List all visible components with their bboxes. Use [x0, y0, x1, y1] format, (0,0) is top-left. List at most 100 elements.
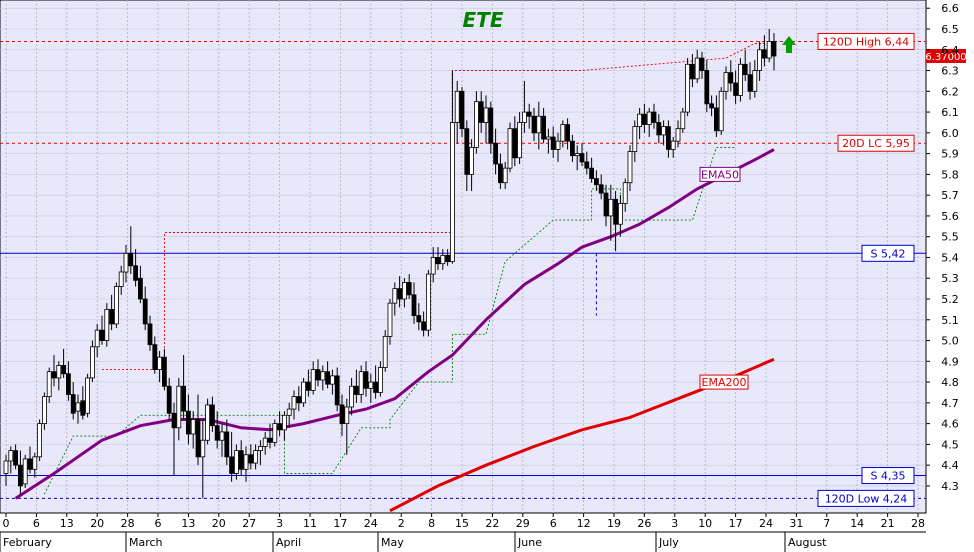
candle-body [661, 126, 666, 136]
candle-body [622, 182, 628, 204]
candle-body [176, 385, 182, 429]
candle-body [137, 277, 143, 300]
candle-body [363, 371, 369, 389]
month-label: April [276, 536, 301, 549]
candle-body [570, 140, 575, 157]
candle-body [757, 49, 762, 71]
candle-body [224, 431, 230, 458]
candle-body [675, 128, 681, 142]
last-price-text: 6.37000 [925, 52, 966, 63]
candle-body [507, 128, 513, 169]
candle-body [738, 63, 743, 96]
candle-body [387, 302, 393, 337]
month-label: July [658, 536, 679, 549]
y-tick-label: 4.8 [941, 376, 959, 389]
candle-body [152, 344, 158, 371]
candle-body [320, 371, 326, 381]
x-tick-label: 21 [881, 517, 895, 530]
candle-body [752, 70, 758, 92]
x-tick-label: 29 [516, 517, 530, 530]
y-tick-label: 5.1 [941, 314, 959, 327]
candle-body [80, 400, 86, 416]
last-price-box [926, 49, 966, 63]
ema-label-text: EMA200 [702, 376, 747, 389]
x-tick-label: 24 [364, 517, 378, 530]
candle-body [118, 271, 124, 287]
candle-body [90, 346, 95, 379]
candle-body [291, 396, 297, 410]
x-tick-label: 6 [550, 517, 557, 530]
candle-body [46, 371, 52, 398]
x-tick-label: 28 [121, 517, 135, 530]
x-tick-label: 13 [60, 517, 74, 530]
candle-body [488, 107, 494, 144]
candle-body [104, 308, 110, 341]
candle-body [574, 153, 580, 157]
y-tick-label: 5.9 [941, 148, 959, 161]
y-tick-label: 5.2 [941, 293, 959, 306]
candle-body [493, 142, 499, 165]
candle-body [349, 385, 355, 408]
candle-body [522, 111, 527, 123]
candle-body [32, 456, 38, 470]
candle-body [709, 103, 714, 109]
candle-body [483, 107, 489, 123]
candle-body [651, 111, 657, 123]
month-label: February [3, 536, 52, 549]
x-tick-label: 8 [428, 517, 435, 530]
candle-body [670, 140, 676, 150]
candle-body [305, 381, 311, 391]
chart-title: ETE [463, 8, 504, 32]
candle-body [464, 128, 470, 175]
candle-body [286, 408, 292, 416]
candle-body [296, 396, 302, 404]
candle-body [66, 373, 71, 395]
y-tick-label: 6.3 [941, 65, 959, 78]
candle-body [185, 410, 191, 435]
line-label-text: 120D Low 4,24 [825, 492, 908, 505]
candle-body [329, 375, 335, 385]
candle-body [546, 136, 551, 140]
candle-body [248, 454, 254, 464]
labels: 120D High 6,44 20D LC 5,95 S 5,42 S 4,35 120… [699, 32, 967, 507]
candle-body [85, 377, 90, 414]
candle-body [166, 385, 172, 414]
candle-body [75, 402, 81, 412]
candle-body [392, 288, 398, 304]
line-label-text: S 5,42 [871, 247, 906, 260]
candle-body [594, 178, 599, 186]
candle-body [3, 460, 9, 474]
candle-body [718, 90, 724, 132]
line-label-text: S 4,35 [871, 470, 906, 483]
candle-body [541, 115, 546, 140]
candle-body [733, 82, 738, 96]
candle-body [147, 323, 153, 346]
y-tick-label: 5.7 [941, 189, 959, 202]
month-label: May [381, 536, 404, 549]
candle-body [699, 57, 705, 71]
candle-body [214, 425, 220, 441]
candle-body [277, 423, 283, 431]
y-tick-label: 6.4 [941, 44, 959, 57]
candle-body [666, 126, 671, 150]
candle-body [377, 367, 383, 393]
x-tick-label: 27 [242, 517, 256, 530]
candle-body [229, 456, 235, 474]
y-tick-label: 6.0 [941, 127, 959, 140]
x-tick-label: 2 [398, 517, 405, 530]
candle-body [608, 198, 614, 217]
candle-body [714, 107, 719, 132]
candle-body [637, 113, 642, 128]
x-tick-label: 31 [789, 517, 803, 530]
candle-body [353, 385, 359, 395]
candle-body [233, 450, 239, 474]
candle-body [253, 450, 259, 464]
candle-body [416, 315, 422, 323]
channel-lower-line [43, 146, 736, 495]
candle-body [435, 257, 441, 265]
line-label-box [817, 489, 915, 507]
candle-body [142, 298, 148, 325]
month-label: June [517, 536, 542, 549]
